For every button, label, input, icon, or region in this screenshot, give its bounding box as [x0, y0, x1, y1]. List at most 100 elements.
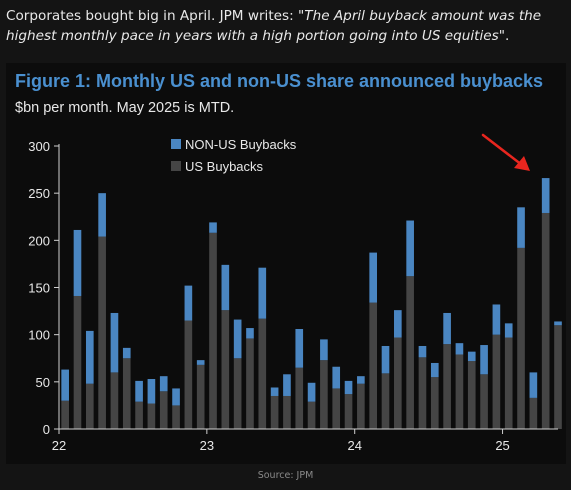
bar-nonus: [209, 222, 217, 233]
chart-svg: 0 50 100 150 200 250 300 22 23 24 25 NON-US Buyback…: [28, 133, 562, 453]
bar-us: [283, 395, 291, 429]
chart-card: 0 50 100 150 200 250 300 22 23 24 25 NON-US Buyback…: [6, 63, 566, 464]
bar-us: [184, 320, 193, 429]
bar-nonus: [246, 328, 254, 339]
bar-us: [320, 360, 328, 429]
bar-us: [443, 344, 451, 429]
y-tick-label: 50: [36, 375, 50, 390]
bar-nonus: [98, 193, 106, 237]
y-tick-label: 100: [28, 328, 50, 343]
bar-us: [467, 361, 476, 429]
bar-nonus: [455, 343, 464, 355]
bar-nonus: [73, 229, 82, 296]
bar-nonus: [332, 366, 341, 389]
bar-us: [258, 318, 267, 429]
bar-us: [529, 397, 538, 429]
bar-us: [135, 401, 143, 429]
bar-us: [122, 358, 131, 429]
bar-us: [221, 310, 230, 429]
y-tick-label: 150: [28, 281, 50, 296]
bar-nonus: [196, 360, 205, 365]
post-quote: The April buyback amount was the highest…: [6, 8, 542, 44]
bar-nonus: [61, 369, 69, 401]
bar-nonus: [480, 345, 488, 375]
bar-nonus: [443, 312, 451, 345]
bar-nonus: [529, 372, 538, 398]
bar-us: [307, 401, 316, 429]
bar-nonus: [110, 312, 119, 373]
bar-us: [418, 357, 427, 429]
bar-us: [196, 364, 205, 429]
arrow-shaft: [481, 133, 524, 167]
bar-us: [295, 367, 304, 429]
bar-us: [430, 377, 439, 429]
arrow-head: [514, 156, 530, 171]
bar-us: [85, 383, 94, 429]
legend-label-us: US Buybacks: [185, 159, 264, 174]
bar-nonus: [221, 264, 230, 311]
bar-nonus: [295, 329, 304, 368]
bar-nonus: [554, 321, 562, 326]
bar-nonus: [172, 388, 180, 406]
bar-nonus: [270, 387, 279, 396]
bar-us: [98, 236, 106, 429]
chart-title: Figure 1: Monthly US and non-US share an…: [15, 71, 544, 91]
x-tick-label: 23: [200, 438, 214, 453]
bar-us: [369, 302, 378, 429]
bar-us: [147, 403, 156, 429]
bar-nonus: [467, 351, 476, 362]
source-note: Source: JPM: [257, 470, 314, 481]
bar-nonus: [430, 362, 439, 378]
bar-nonus: [344, 380, 353, 395]
legend-swatch-us: [171, 161, 181, 171]
bar-us: [209, 232, 217, 429]
legend-label-nonus: NON-US Buybacks: [185, 137, 297, 152]
bar-nonus: [135, 380, 143, 402]
bar-nonus: [258, 267, 267, 319]
y-tick-label: 0: [43, 422, 50, 437]
bar-us: [270, 395, 279, 429]
bar-us: [406, 276, 414, 429]
bar-us: [394, 337, 402, 429]
x-tick-label: 22: [52, 438, 66, 453]
bar-nonus: [320, 339, 328, 361]
bar-nonus: [381, 345, 390, 374]
bar-us: [110, 372, 119, 429]
bar-us: [344, 394, 353, 429]
legend-swatch-nonus: [171, 139, 181, 149]
bar-us: [504, 337, 513, 429]
bar-us: [73, 295, 82, 429]
bar-nonus: [504, 323, 513, 338]
bar-us: [332, 388, 341, 429]
y-tick-label: 200: [28, 233, 50, 248]
bar-us: [381, 373, 390, 429]
bar-us: [541, 212, 550, 429]
bar-us: [492, 334, 501, 429]
bar-us: [159, 391, 168, 429]
bar-nonus: [517, 207, 525, 248]
bar-nonus: [394, 310, 402, 338]
bar-nonus: [541, 178, 550, 213]
bar-us: [172, 405, 180, 429]
bar-us: [517, 247, 525, 429]
post-text-outro: ".: [498, 28, 510, 44]
bar-nonus: [406, 220, 414, 277]
bar-nonus: [233, 319, 242, 359]
bar-nonus: [418, 345, 427, 358]
bar-nonus: [184, 285, 193, 321]
bar-nonus: [307, 382, 316, 402]
bar-us: [357, 383, 365, 429]
bar-nonus: [283, 374, 291, 396]
bar-nonus: [369, 252, 378, 303]
bar-us: [233, 358, 242, 429]
bar-us: [455, 354, 464, 429]
bar-us: [61, 400, 69, 429]
bar-us: [246, 338, 254, 429]
bar-nonus: [492, 304, 501, 335]
bar-nonus: [147, 379, 156, 404]
post-text: Corporates bought big in April. JPM writ…: [6, 6, 566, 46]
y-tick-label: 250: [28, 186, 50, 201]
post-text-intro: Corporates bought big in April. JPM writ…: [6, 8, 305, 24]
bar-nonus: [357, 376, 365, 384]
x-tick-label: 25: [495, 438, 509, 453]
